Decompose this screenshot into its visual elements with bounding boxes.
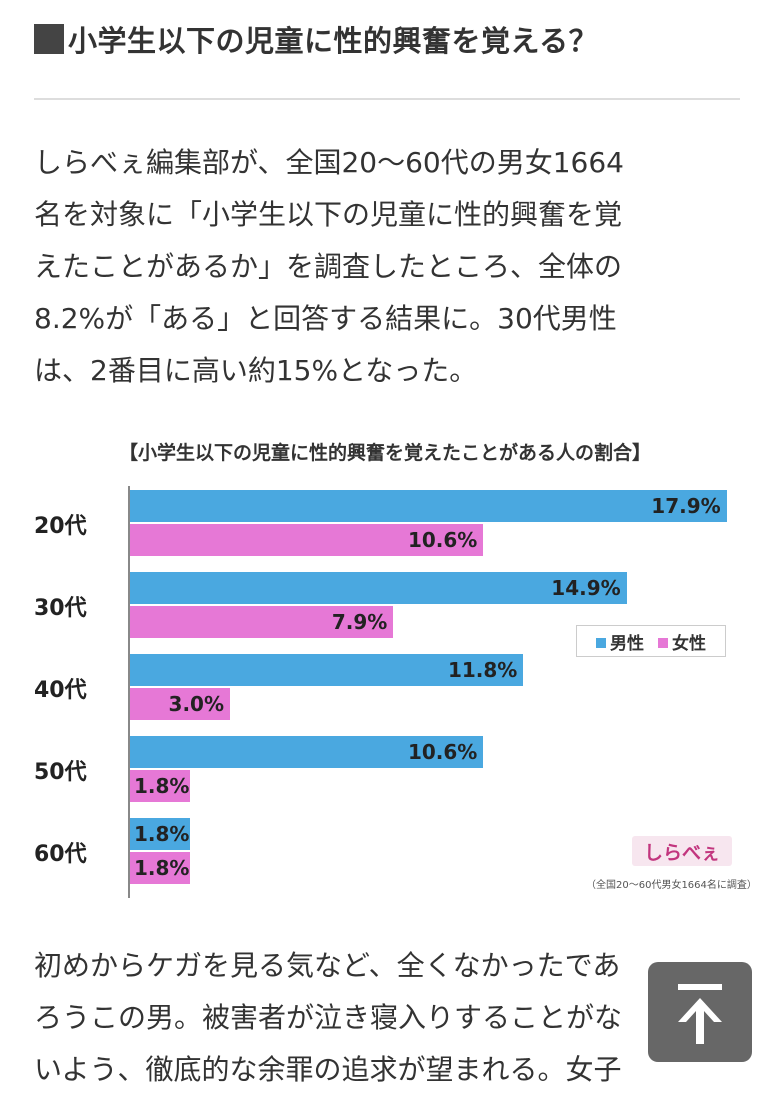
legend-swatch-male bbox=[596, 637, 606, 648]
article-line: えたことがあるか」を調査したところ、全体の bbox=[34, 250, 623, 283]
bar-male bbox=[130, 490, 727, 522]
bar-value-label: 14.9% bbox=[551, 576, 621, 600]
page-heading: 小学生以下の児童に性的興奮を覚える？ bbox=[34, 18, 744, 60]
bar-male bbox=[130, 654, 524, 686]
article-line: は、2番目に高い約15%となった。 bbox=[34, 354, 478, 387]
bar-value-label: 17.9% bbox=[651, 494, 721, 518]
bar-male bbox=[130, 818, 190, 850]
bar-male bbox=[130, 736, 484, 768]
bar-female bbox=[130, 524, 484, 556]
bar-value-label: 7.9% bbox=[331, 610, 388, 634]
article-line: 名を対象に「小学生以下の児童に性的興奮を覚 bbox=[34, 198, 623, 231]
brand-logo: しらべぇ bbox=[632, 836, 732, 866]
age-label: 20代 bbox=[34, 514, 87, 539]
age-label: 50代 bbox=[34, 760, 87, 785]
article-line: 8.2%が「ある」と回答する結果に。30代男性 bbox=[34, 302, 617, 335]
age-label: 30代 bbox=[34, 596, 87, 621]
chart-footnote: （全国20〜60代男女1664名に調査） bbox=[586, 880, 757, 891]
bar-female bbox=[130, 606, 394, 638]
age-label: 60代 bbox=[34, 842, 87, 867]
bar-chart: 【小学生以下の児童に性的興奮を覚えたことがある人の割合】 男性 女性 しらべぇ … bbox=[20, 430, 757, 900]
legend-label-female: 女性 bbox=[672, 633, 706, 654]
age-label: 40代 bbox=[34, 678, 87, 703]
legend-swatch-female bbox=[658, 637, 668, 648]
legend-item-male: 男性 bbox=[596, 629, 644, 654]
bar-value-label: 1.8% bbox=[134, 822, 190, 846]
legend-item-female: 女性 bbox=[658, 629, 706, 654]
article-line: 初めからケガを見る気など、全くなかったであ bbox=[34, 949, 621, 982]
square-bullet-icon bbox=[34, 24, 64, 54]
chart-legend: 男性 女性 bbox=[576, 625, 726, 657]
arrow-up-icon bbox=[678, 984, 722, 1044]
bar-value-label: 1.8% bbox=[134, 774, 190, 798]
bar-female bbox=[130, 688, 230, 720]
legend-label-male: 男性 bbox=[610, 633, 644, 654]
divider bbox=[34, 98, 740, 100]
article-paragraph-2: 初めからケガを見る気など、全くなかったであ ろうこの男。被害者が泣き寝入りするこ… bbox=[34, 940, 744, 1096]
scroll-to-top-button[interactable] bbox=[648, 962, 752, 1062]
bar-value-label: 11.8% bbox=[447, 658, 518, 682]
article-line: しらべぇ編集部が、全国20〜60代の男女1664 bbox=[34, 146, 624, 179]
heading-text: 小学生以下の児童に性的興奮を覚える？ bbox=[68, 24, 599, 58]
bar-value-label: 3.0% bbox=[168, 692, 224, 716]
bar-female bbox=[130, 770, 190, 802]
chart-title: 【小学生以下の児童に性的興奮を覚えたことがある人の割合】 bbox=[118, 442, 651, 464]
bar-female bbox=[130, 852, 190, 884]
bar-male bbox=[130, 572, 627, 604]
bar-value-label: 1.8% bbox=[134, 856, 190, 880]
bar-value-label: 10.6% bbox=[407, 528, 478, 552]
article-paragraph: しらべぇ編集部が、全国20〜60代の男女1664 名を対象に「小学生以下の児童に… bbox=[34, 137, 744, 397]
article-line: いよう、徹底的な余罪の追求が望まれる。女子 bbox=[34, 1053, 622, 1086]
chart-axis bbox=[128, 486, 130, 898]
bar-value-label: 10.6% bbox=[407, 740, 478, 764]
article-line: ろうこの男。被害者が泣き寝入りすることがな bbox=[34, 1001, 623, 1034]
